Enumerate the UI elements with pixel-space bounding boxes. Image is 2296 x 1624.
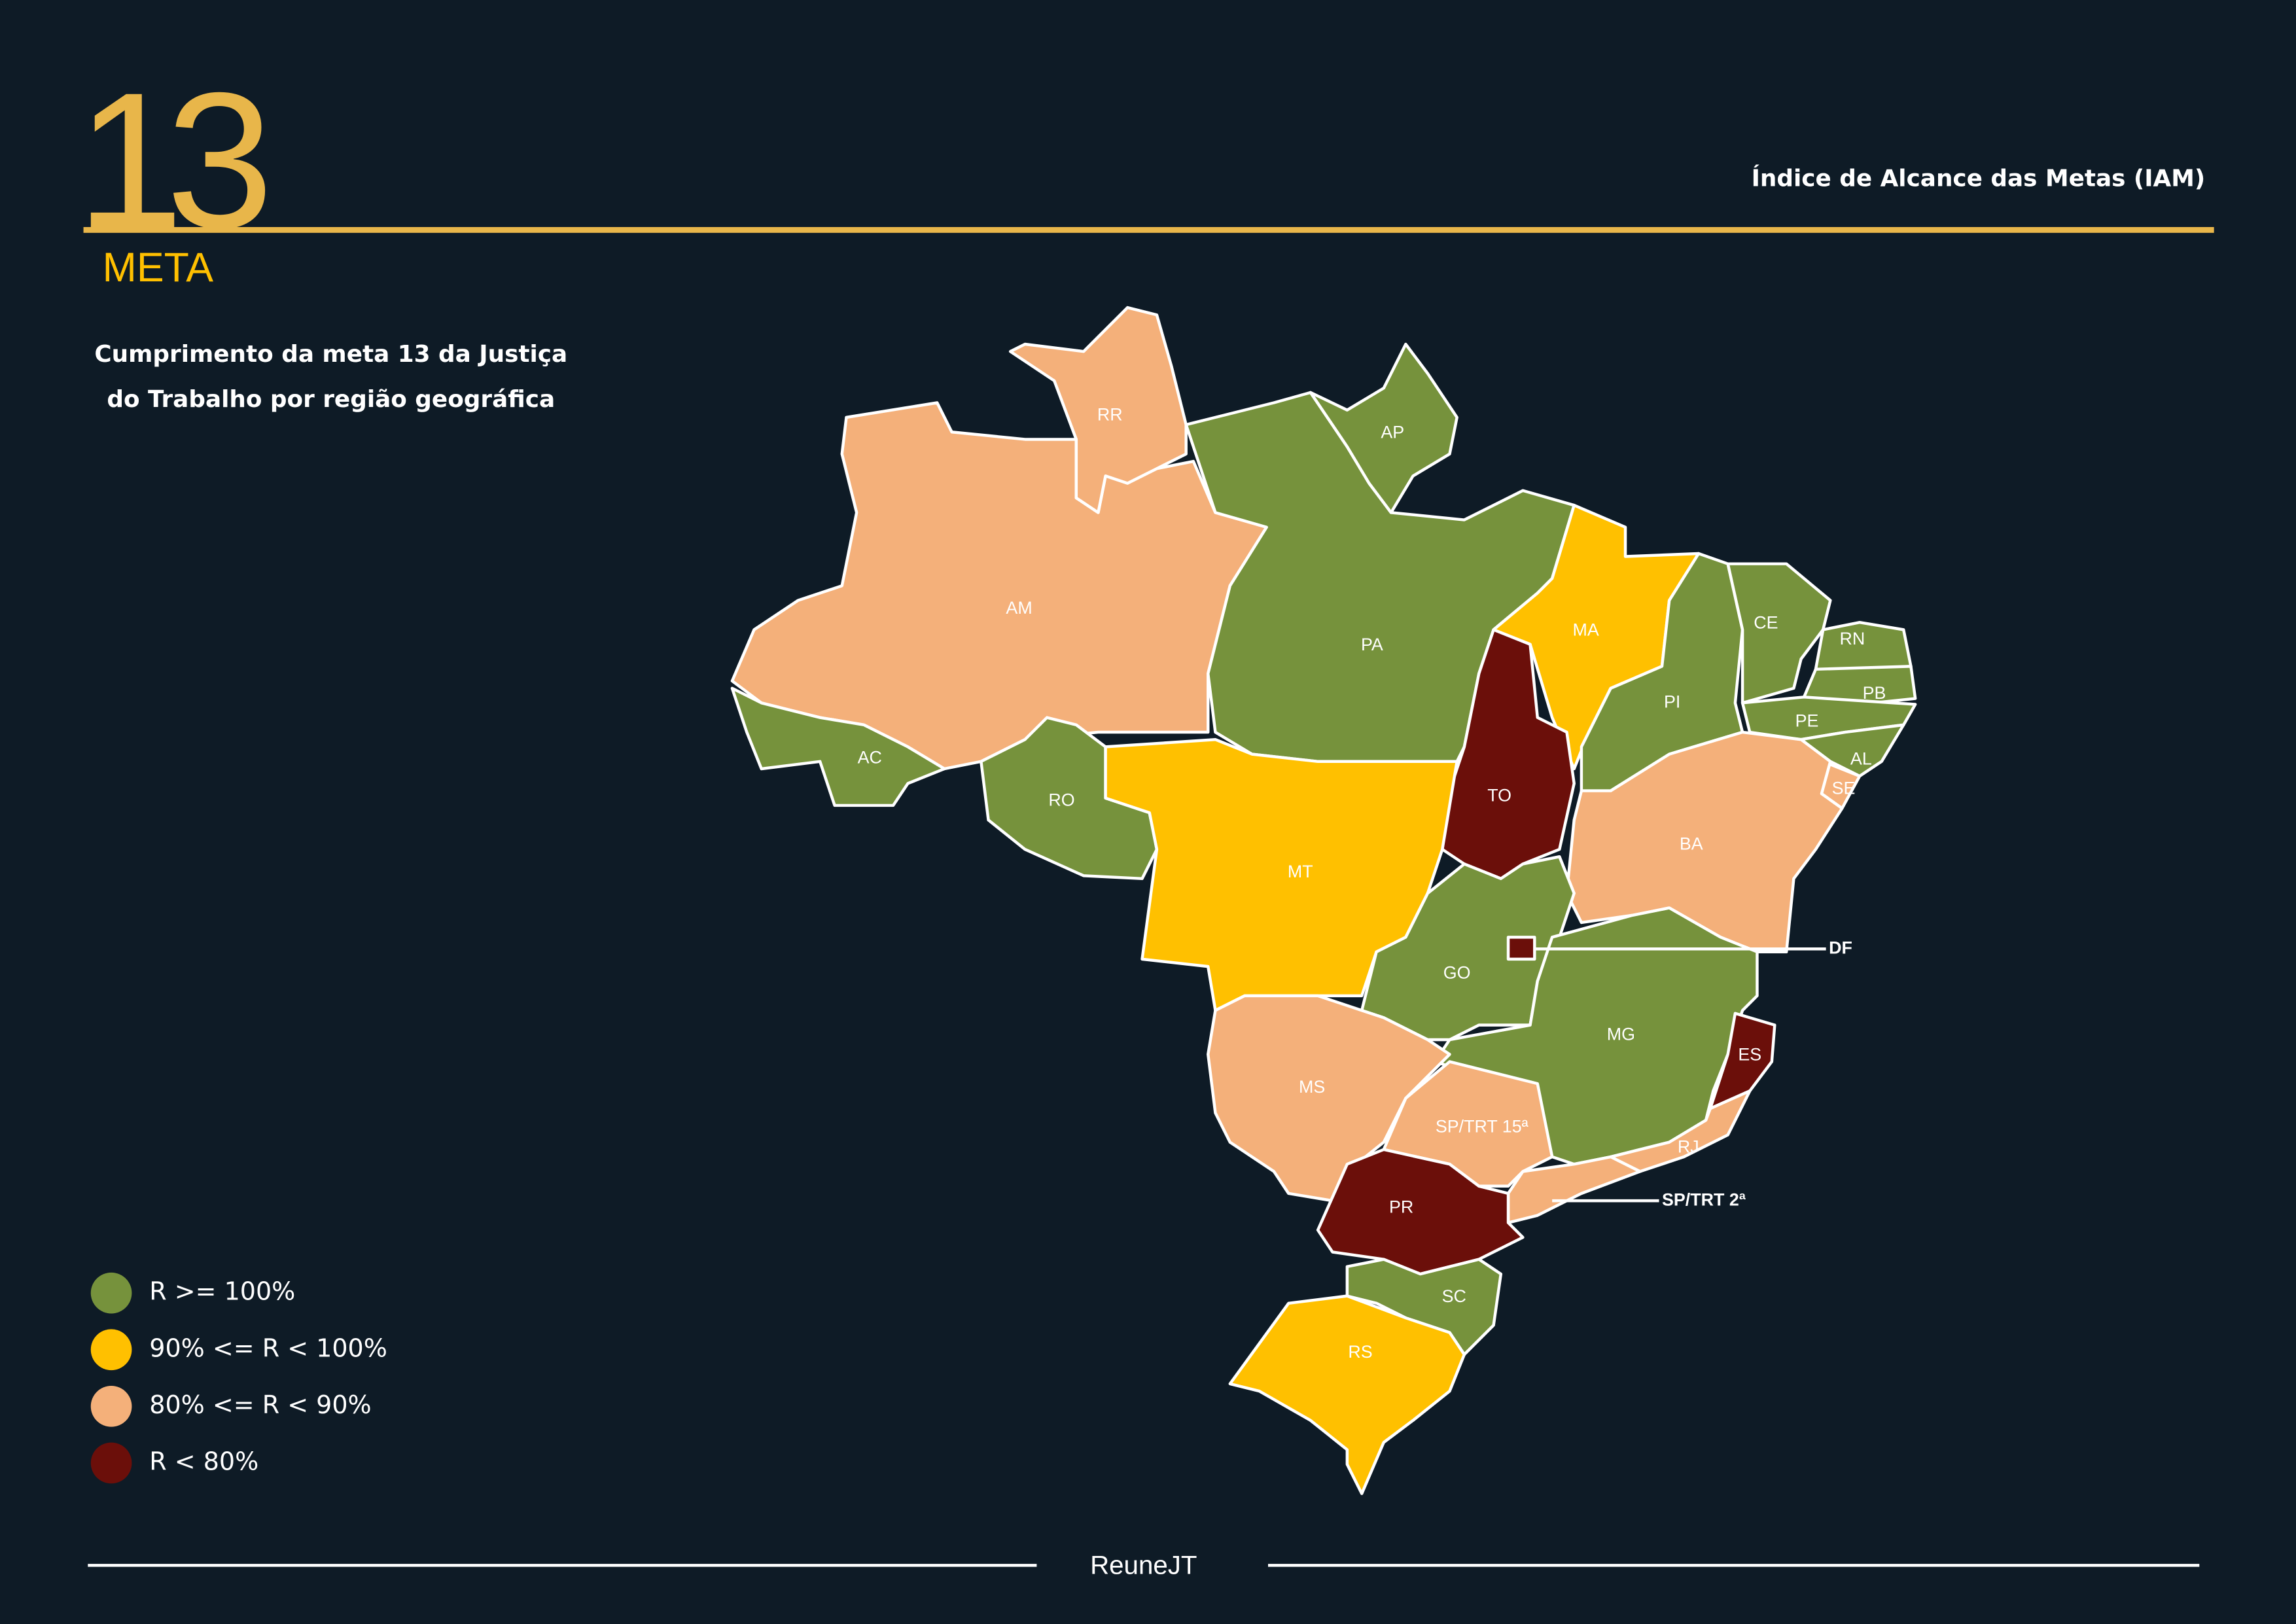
subtitle-line: Cumprimento da meta 13 da Justiça [94, 341, 567, 368]
state-label: AM [1006, 598, 1032, 618]
state-label: PE [1795, 711, 1819, 730]
state-label: PB [1863, 683, 1886, 703]
legend-swatch [90, 1272, 132, 1314]
legend-label: R < 80% [149, 1447, 258, 1475]
legend-label: R >= 100% [149, 1277, 295, 1306]
state-label: MG [1607, 1024, 1635, 1044]
state-region [730, 686, 946, 807]
state-label: MA [1572, 620, 1598, 640]
map: AM RR AC RO PA AP MA TO PI CE RN PB PE AL SE BA MT GO DF MG… [730, 306, 1917, 1495]
page-title: Índice de Alcance das Metas (IAM) [1752, 164, 2206, 192]
state-region [1228, 1294, 1466, 1495]
legend-swatch [90, 1442, 132, 1484]
state-label: AL [1850, 749, 1872, 769]
goal-label: META [103, 245, 214, 291]
state-label: GO [1443, 962, 1471, 982]
state-label: CE [1754, 613, 1778, 633]
state-label: RJ [1678, 1137, 1699, 1157]
state-label: PR [1389, 1197, 1413, 1216]
state-label: RS [1348, 1342, 1372, 1362]
legend-swatch [90, 1386, 132, 1427]
legend: R >= 100% 90% <= R < 100% 80% <= R < 90% R … [90, 1272, 387, 1484]
footer-logo: ReuneJT [1090, 1550, 1197, 1580]
state-label: MS [1299, 1077, 1325, 1097]
state-label: SP/TRT 2ª [1662, 1190, 1746, 1209]
state-label: PA [1361, 635, 1383, 654]
state-label: RO [1048, 790, 1074, 809]
state-region [1316, 1148, 1525, 1276]
state-region [1207, 994, 1451, 1203]
state-label: RR [1097, 405, 1123, 425]
state-region [1008, 306, 1188, 514]
legend-label: 80% <= R < 90% [149, 1390, 371, 1419]
state-region [1506, 936, 1536, 961]
state-label: SC [1442, 1286, 1466, 1306]
state-label: RN [1840, 629, 1865, 648]
state-region [1726, 562, 1832, 705]
state-label: SE [1832, 778, 1856, 798]
state-label: AP [1381, 423, 1404, 442]
state-label: DF [1829, 938, 1852, 957]
state-region [1382, 1060, 1554, 1188]
state-region [1345, 1258, 1503, 1356]
state-label: TO [1487, 786, 1511, 805]
subtitle-line: do Trabalho por região geográfica [107, 386, 555, 413]
state-label: BA [1680, 834, 1703, 853]
state-region [1104, 737, 1458, 1012]
state-label: ES [1738, 1045, 1761, 1065]
state-region [1360, 855, 1576, 1042]
state-label: MT [1288, 862, 1313, 881]
state-label: PI [1664, 692, 1680, 711]
state-region [1309, 342, 1458, 514]
state-label: AC [858, 747, 882, 767]
state-region [1565, 730, 1844, 953]
goal-number: 13 [76, 52, 266, 268]
legend-swatch [90, 1329, 132, 1371]
legend-label: 90% <= R < 100% [149, 1333, 387, 1362]
state-label: SP/TRT 15ª [1436, 1116, 1529, 1136]
